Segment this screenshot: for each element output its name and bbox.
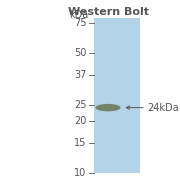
Text: 75: 75 [74, 18, 86, 28]
Text: 10: 10 [74, 168, 86, 178]
Text: Western Bolt: Western Bolt [68, 7, 148, 17]
Text: 25: 25 [74, 100, 86, 110]
Text: 24kDa: 24kDa [148, 103, 179, 113]
Text: 20: 20 [74, 116, 86, 126]
Text: 50: 50 [74, 48, 86, 58]
Ellipse shape [95, 104, 121, 111]
Text: 15: 15 [74, 138, 86, 148]
Bar [94, 18, 140, 173]
Text: kDa: kDa [69, 10, 88, 20]
Text: 37: 37 [74, 70, 86, 80]
